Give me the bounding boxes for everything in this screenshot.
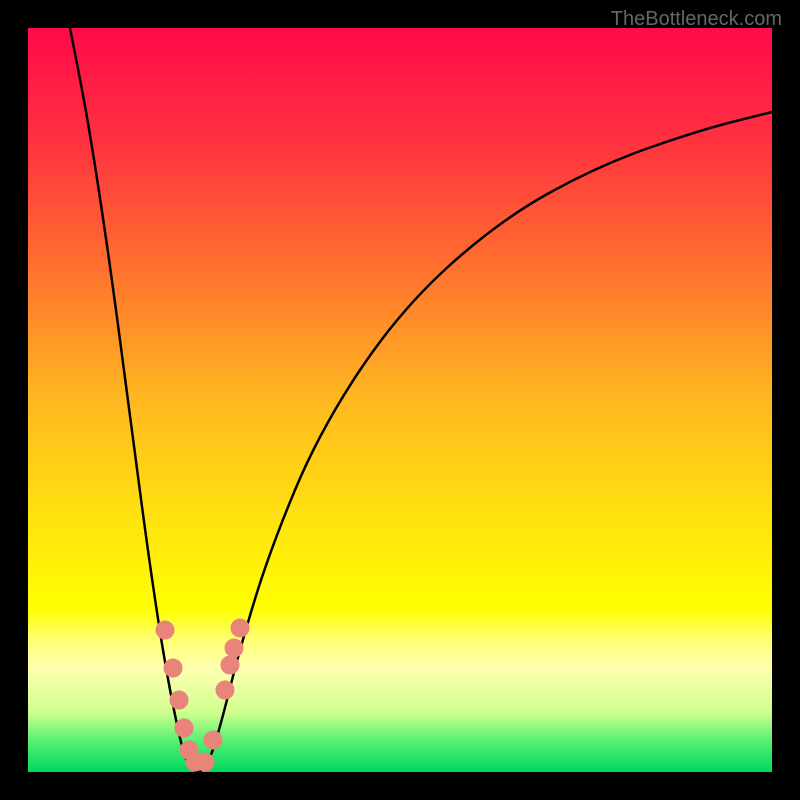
chart-background (28, 28, 772, 772)
bottleneck-chart (0, 0, 800, 800)
data-marker (231, 619, 249, 637)
data-marker (204, 731, 222, 749)
data-marker (196, 753, 214, 771)
data-marker (156, 621, 174, 639)
watermark-text: TheBottleneck.com (611, 8, 782, 31)
data-marker (170, 691, 188, 709)
data-marker (221, 656, 239, 674)
data-marker (216, 681, 234, 699)
data-marker (164, 659, 182, 677)
data-marker (175, 719, 193, 737)
data-marker (225, 639, 243, 657)
